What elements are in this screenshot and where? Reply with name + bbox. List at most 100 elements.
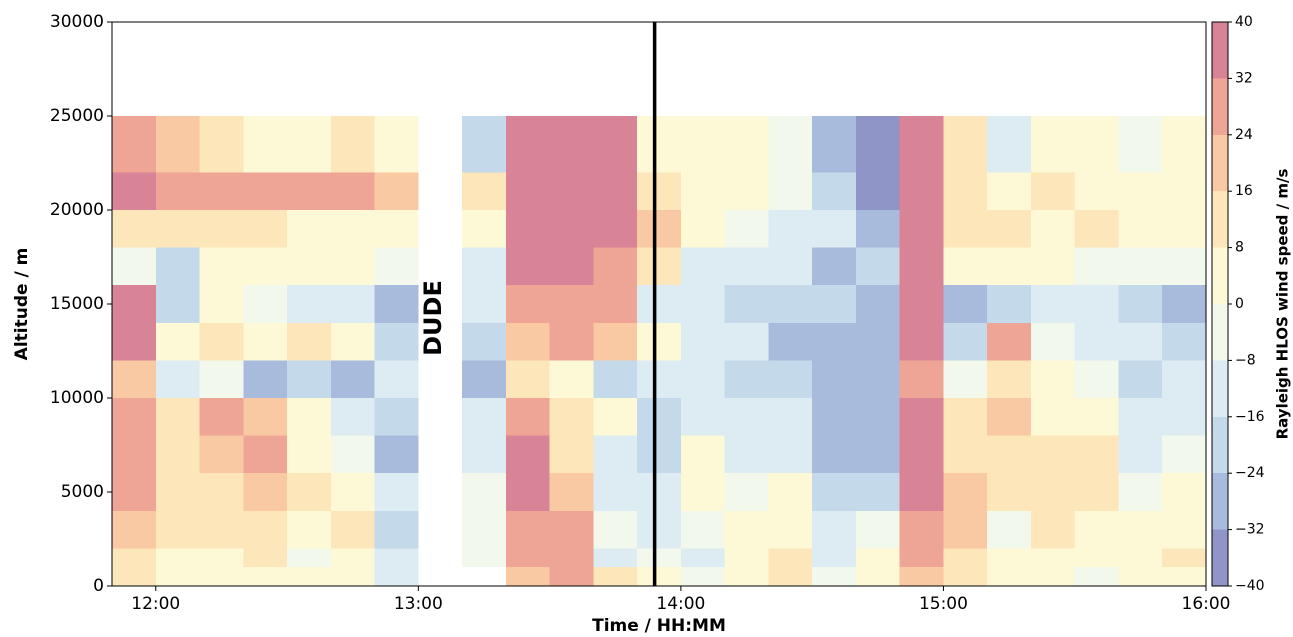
heatmap-cell	[943, 360, 988, 398]
heatmap-cell	[812, 322, 856, 361]
colorbar-tick-label: −24	[1235, 465, 1265, 481]
heatmap-cell	[330, 398, 375, 436]
heatmap-cell	[987, 567, 1031, 586]
heatmap-cell	[987, 360, 1031, 398]
heatmap-cell	[987, 398, 1031, 436]
x-tick-label: 12:00	[131, 594, 180, 614]
colorbar-tick-label: −16	[1235, 409, 1265, 425]
heatmap-cell	[593, 473, 638, 511]
heatmap-cell	[374, 473, 419, 511]
colorbar-tick-label: −8	[1235, 352, 1256, 368]
heatmap-cell	[243, 548, 288, 568]
heatmap-cell	[768, 473, 813, 511]
heatmap-cell	[505, 172, 550, 210]
heatmap-cell	[462, 398, 506, 436]
heatmap-cell	[374, 435, 419, 474]
heatmap-cell	[855, 285, 900, 323]
heatmap-cell	[462, 116, 506, 173]
heatmap-cell	[330, 473, 375, 511]
heatmap-cell	[1118, 473, 1163, 511]
heatmap-cell	[243, 360, 288, 398]
heatmap-cell	[593, 172, 638, 210]
heatmap-cell	[899, 172, 944, 210]
heatmap-cell	[768, 116, 813, 173]
heatmap-cell	[1030, 567, 1075, 586]
heatmap-cell	[1162, 285, 1206, 323]
heatmap-cell	[1118, 548, 1163, 568]
heatmap-cell	[768, 548, 813, 568]
heatmap-cell	[243, 247, 288, 286]
heatmap-cell	[987, 548, 1031, 568]
heatmap-cell	[287, 116, 331, 173]
heatmap-cell	[593, 116, 638, 173]
heatmap-cell	[724, 548, 769, 568]
heatmap-cell	[287, 473, 331, 511]
heatmap-cell	[987, 285, 1031, 323]
x-tick-label: 15:00	[919, 594, 968, 614]
heatmap-cell	[680, 473, 725, 511]
heatmap-cell	[199, 322, 244, 361]
heatmap-cell	[724, 435, 769, 474]
heatmap-cell	[287, 510, 331, 549]
heatmap-cell	[943, 285, 988, 323]
heatmap-cell	[462, 210, 506, 248]
heatmap-cell	[637, 247, 681, 286]
heatmap-cell	[1118, 322, 1163, 361]
heatmap-cell	[155, 473, 200, 511]
colorbar-tick-label: −32	[1235, 522, 1265, 538]
heatmap-cell	[287, 285, 331, 323]
heatmap-cell	[1162, 473, 1206, 511]
heatmap-cell	[855, 172, 900, 210]
heatmap-cell	[812, 567, 856, 586]
heatmap-cell	[112, 360, 156, 398]
heatmap-cell	[637, 548, 681, 568]
heatmap-cell	[505, 473, 550, 511]
heatmap-cell	[112, 473, 156, 511]
heatmap-cell	[462, 322, 506, 361]
heatmap-cell	[593, 510, 638, 549]
heatmap-cell	[287, 548, 331, 568]
heatmap-cell	[330, 567, 375, 586]
heatmap-cell	[374, 116, 419, 173]
heatmap-cell	[1162, 116, 1206, 173]
heatmap-cell	[462, 285, 506, 323]
heatmap-cell	[768, 247, 813, 286]
heatmap-cell	[505, 567, 550, 586]
heatmap-cell	[680, 247, 725, 286]
heatmap-cell	[593, 285, 638, 323]
heatmap-cell	[505, 548, 550, 568]
heatmap-cell	[593, 322, 638, 361]
heatmap-cell	[462, 247, 506, 286]
heatmap-cell	[199, 473, 244, 511]
heatmap-cell	[374, 567, 419, 586]
heatmap-cell	[199, 435, 244, 474]
heatmap-cell	[724, 210, 769, 248]
heatmap-cell	[855, 510, 900, 549]
heatmap-cell	[899, 322, 944, 361]
heatmap-cell	[637, 435, 681, 474]
colorbar-segment	[1212, 360, 1228, 417]
heatmap-cell	[505, 210, 550, 248]
heatmap-cell	[549, 247, 594, 286]
heatmap-cell	[112, 210, 156, 248]
heatmap-cell	[812, 210, 856, 248]
heatmap-cell	[987, 510, 1031, 549]
heatmap-cell	[812, 473, 856, 511]
heatmap-cell	[855, 435, 900, 474]
heatmap-cell	[199, 247, 244, 286]
heatmap-cell	[330, 435, 375, 474]
x-tick-label: 16:00	[1182, 594, 1231, 614]
colorbar-tick-label: 16	[1235, 183, 1253, 199]
y-tick-label: 25000	[50, 106, 104, 126]
heatmap-cell	[549, 285, 594, 323]
heatmap-cell	[112, 510, 156, 549]
heatmap-cell	[287, 435, 331, 474]
heatmap-cell	[724, 360, 769, 398]
heatmap-cell	[287, 360, 331, 398]
heatmap-cell	[199, 398, 244, 436]
heatmap-cell	[287, 567, 331, 586]
heatmap-cell	[243, 116, 288, 173]
heatmap-cell	[987, 116, 1031, 173]
x-tick-label: 13:00	[394, 594, 443, 614]
heatmap-cell	[768, 567, 813, 586]
